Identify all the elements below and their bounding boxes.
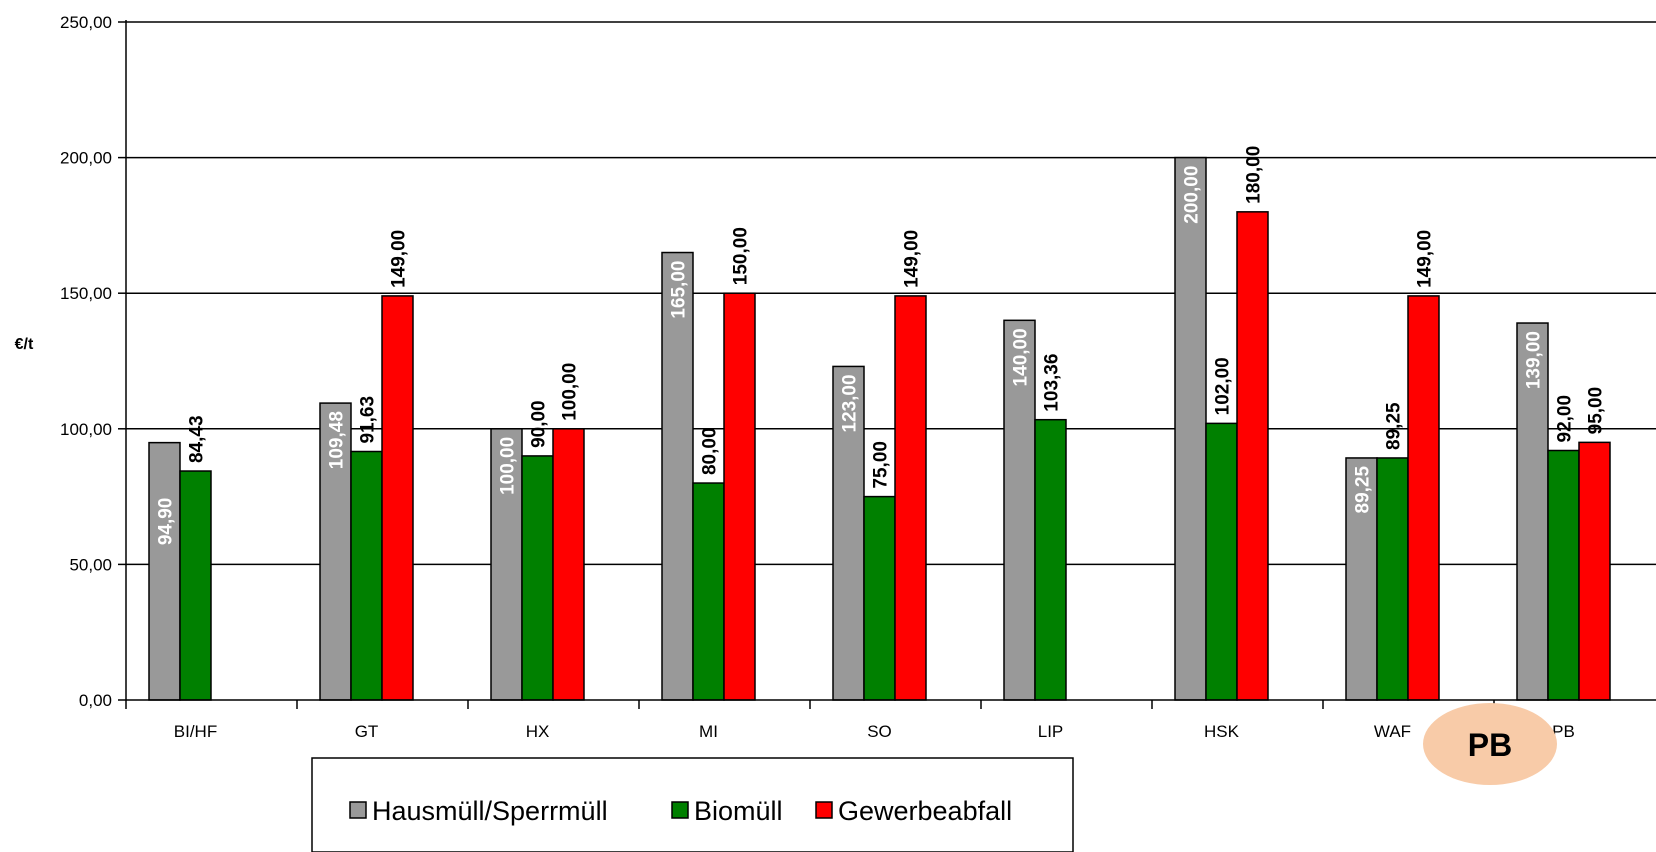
data-label: 100,00 [560,363,581,421]
x-tick-label: HX [526,722,550,741]
x-tick-label: PB [1552,722,1575,741]
bars [148,156,1611,701]
bar [723,292,756,701]
data-label: 150,00 [731,227,752,285]
x-tick-label: GT [355,722,379,741]
y-axis: 0,00 50,00 100,00 150,00 200,00 250,00 [60,13,127,710]
y-tick-label: 200,00 [60,149,112,168]
legend-swatch [349,801,367,819]
bar [1547,449,1580,701]
bar [521,455,554,701]
x-axis: BI/HF GT HX MI SO LIP HSK WAF PB [125,699,1656,741]
data-label: 140,00 [1011,328,1032,386]
data-label: 100,00 [498,437,519,495]
y-tick-label: 150,00 [60,284,112,303]
y-tick-label: 250,00 [60,13,112,32]
legend-swatch [815,801,833,819]
bar [1578,441,1611,701]
bar [1174,156,1207,701]
data-label: 149,00 [389,230,410,288]
data-label: 91,63 [358,396,379,444]
bar [179,470,212,701]
data-labels: 94,90 84,43 109,48 91,63 149,00 100,00 90,00 10… [156,146,1607,545]
bar [692,482,725,701]
legend-label: Gewerbeabfall [838,796,1012,826]
data-label: 92,00 [1555,395,1576,443]
x-tick-label: LIP [1038,722,1064,741]
legend: Hausmüll/Sperrmüll Biomüll Gewerbeabfall [311,757,1074,852]
x-tick-label: WAF [1374,722,1411,741]
x-tick-label: SO [867,722,892,741]
data-label: 80,00 [700,427,721,475]
data-label: 139,00 [1524,331,1545,389]
y-tick-label: 0,00 [79,691,112,710]
bar [350,450,383,701]
legend-label: Hausmüll/Sperrmüll [372,796,608,826]
legend-box [311,757,1074,852]
x-tick-label: BI/HF [174,722,217,741]
bar [894,295,927,701]
data-label: 95,00 [1586,387,1607,435]
bar [1407,295,1440,701]
pb-overlay-text: PB [1468,727,1512,763]
y-tick-label: 100,00 [60,420,112,439]
data-label: 165,00 [669,261,690,319]
data-label: 94,90 [156,498,177,546]
data-label: 103,36 [1042,354,1063,412]
data-label: 180,00 [1244,146,1265,204]
bar [863,495,896,701]
data-label: 109,48 [327,411,348,469]
data-label: 75,00 [871,441,892,489]
bar [1345,457,1378,701]
pb-overlay-ellipse [1423,703,1557,785]
data-label: 149,00 [1415,230,1436,288]
bar [661,251,694,701]
bar [1034,418,1067,701]
bar [1205,422,1238,701]
bar [148,441,181,701]
data-label: 200,00 [1182,166,1203,224]
data-label: 149,00 [902,230,923,288]
data-label: 102,00 [1213,357,1234,415]
y-tick-label: 50,00 [69,555,112,574]
legend-label: Biomüll [694,796,783,826]
legend-swatch [671,801,689,819]
bar [1236,211,1269,701]
pb-overlay-badge: PB [1423,703,1557,785]
data-label: 84,43 [187,415,208,463]
x-tick-label: MI [699,722,718,741]
x-tick-label: HSK [1204,722,1240,741]
data-label: 89,25 [1384,402,1405,450]
data-label: 90,00 [529,400,550,448]
bar [1376,457,1409,701]
bar [381,295,414,701]
data-label: 89,25 [1353,466,1374,514]
data-label: 123,00 [840,374,861,432]
bar [552,428,585,701]
y-axis-title: €/t [15,336,34,353]
